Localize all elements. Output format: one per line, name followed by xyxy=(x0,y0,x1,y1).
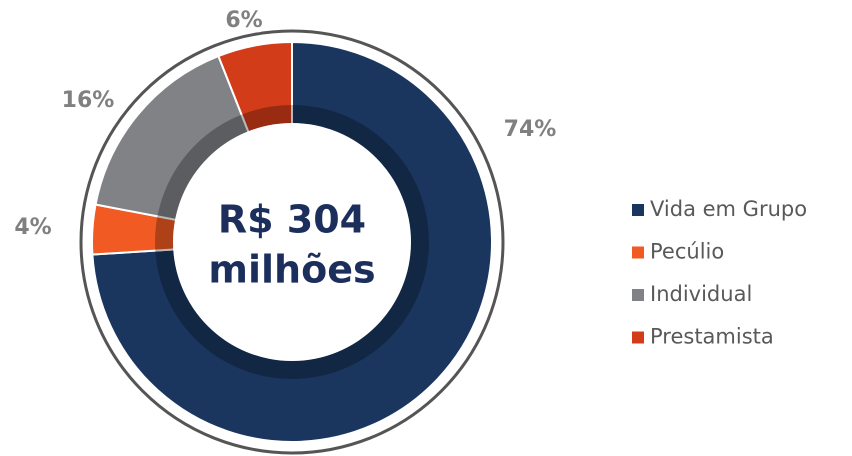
value-label: 4% xyxy=(14,215,51,240)
legend-label: Individual xyxy=(650,282,752,306)
center-label: R$ 304 xyxy=(218,198,366,242)
legend-swatch xyxy=(632,289,644,301)
donut-hole xyxy=(173,123,411,361)
value-label: 16% xyxy=(62,88,115,113)
legend-swatch xyxy=(632,246,644,259)
legend-label: Prestamista xyxy=(650,325,774,349)
legend-label: Pecúlio xyxy=(650,240,724,264)
legend-swatch xyxy=(632,331,644,344)
legend-swatch xyxy=(632,204,644,216)
value-label: 74% xyxy=(504,117,557,142)
legend-label: Vida em Grupo xyxy=(650,197,807,221)
value-label: 6% xyxy=(225,8,262,33)
inner-shadow xyxy=(155,105,429,379)
outer-ring xyxy=(79,29,505,455)
center-label: milhões xyxy=(208,248,375,292)
